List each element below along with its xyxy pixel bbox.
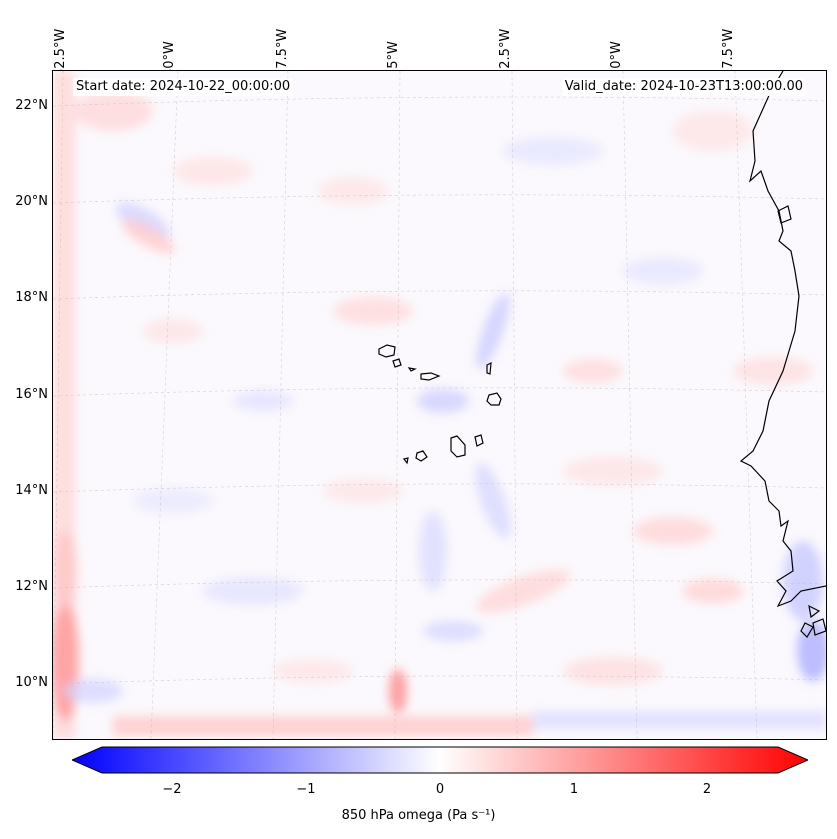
colorbar-label: 850 hPa omega (Pa s⁻¹): [341, 808, 496, 823]
coastline: [739, 71, 826, 638]
colorbar-tick-neg1: −1: [296, 782, 316, 797]
lat-label-20n: 20°N: [15, 194, 48, 209]
colorbar-gradient: [72, 746, 808, 774]
lat-label-22n: 22°N: [15, 98, 48, 113]
colorbar-bar: [72, 746, 808, 774]
cape-verde-islands: [378, 344, 502, 465]
colorbar-tick-2: 2: [702, 782, 712, 797]
lat-label-18n: 18°N: [15, 290, 48, 305]
colorbar-tick-1: 1: [569, 782, 579, 797]
lat-label-12n: 12°N: [15, 579, 48, 594]
omega-field-patches: [53, 71, 826, 739]
valid-date-label: Valid_date: 2024-10-23T13:00:00.00: [561, 78, 806, 96]
colorbar-tick-neg2: −2: [162, 782, 182, 797]
omega-field-map: [53, 71, 826, 739]
lat-label-16n: 16°N: [15, 387, 48, 402]
colorbar: [72, 746, 808, 774]
graticule: [53, 71, 826, 739]
start-date-label: Start date: 2024-10-22_00:00:00: [73, 78, 294, 96]
lat-label-10n: 10°N: [15, 675, 48, 690]
map-panel[interactable]: Start date: 2024-10-22_00:00:00 Valid_da…: [52, 70, 827, 740]
colorbar-tick-0: 0: [435, 782, 445, 797]
lat-label-14n: 14°N: [15, 483, 48, 498]
